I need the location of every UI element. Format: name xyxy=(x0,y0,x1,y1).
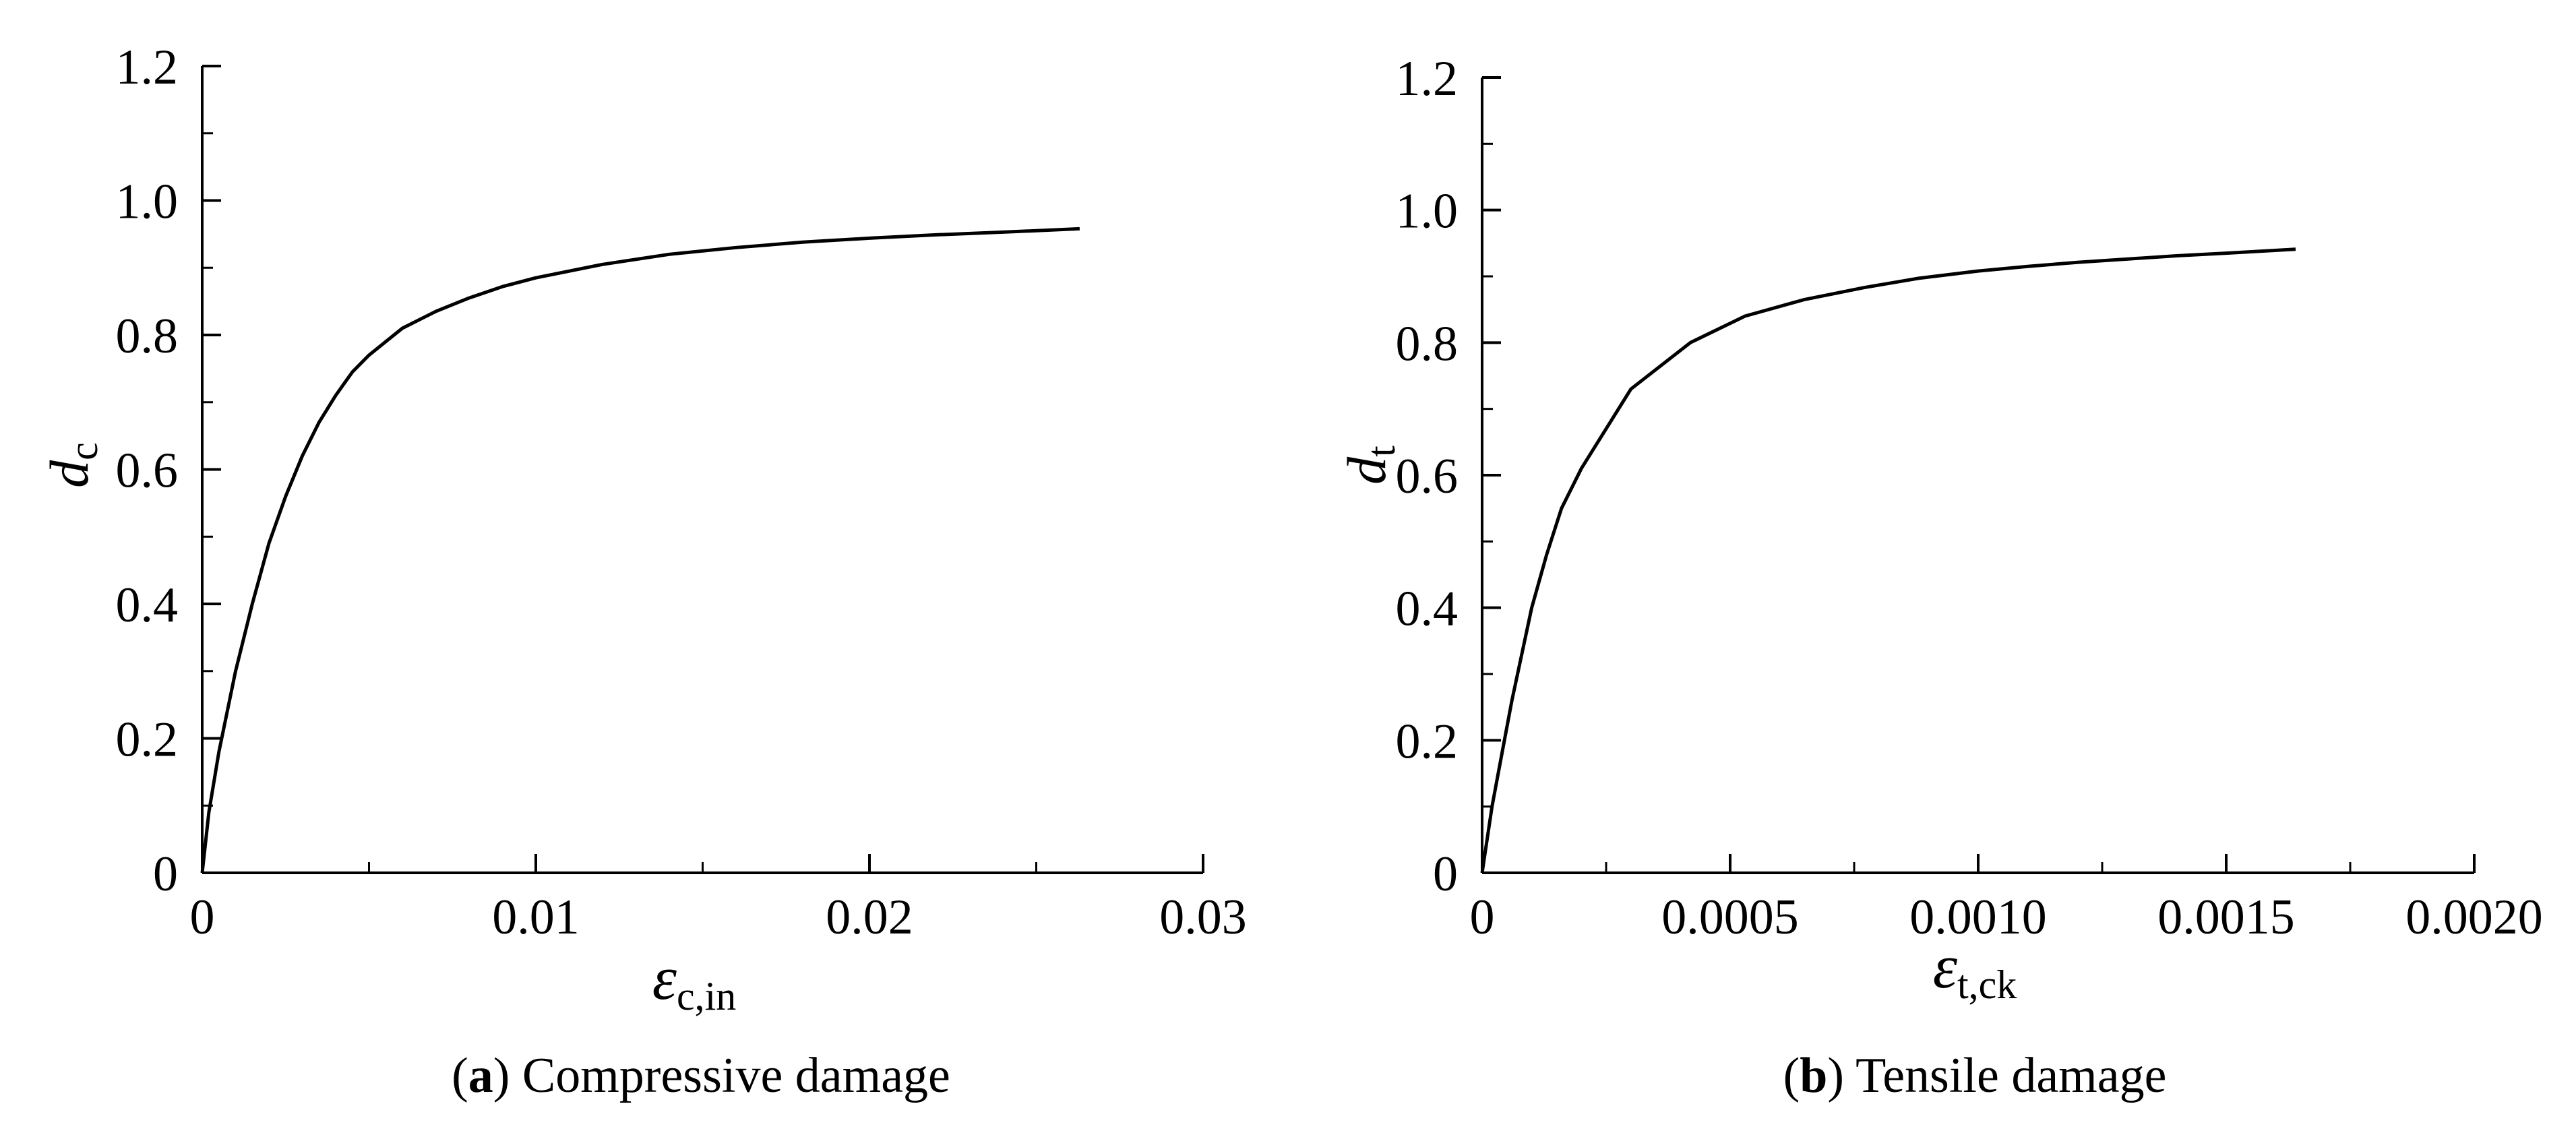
x-tick-label: 0.0015 xyxy=(2157,890,2295,945)
y-tick-label: 1.0 xyxy=(1396,184,1459,239)
y-tick-label: 0.2 xyxy=(1396,714,1459,769)
y-tick-label: 1.2 xyxy=(1396,51,1459,106)
y-tick-label: 0.6 xyxy=(1396,449,1459,504)
x-tick-label: 0.02 xyxy=(826,890,913,945)
panel-caption: (b) Tensile damage xyxy=(1783,1048,2167,1103)
y-tick-label: 0 xyxy=(1433,847,1458,902)
chart-panel-a: 0 0.2 0.4 0.6 0.8 1.0 1.2 0 0.01 0.02 0.03 dc εc,in (… xyxy=(38,40,1247,1103)
y-tick-label: 0.4 xyxy=(1396,582,1459,637)
x-tick-label: 0.0020 xyxy=(2405,890,2543,945)
series-line xyxy=(200,226,1080,874)
x-axis-label: εt,ck xyxy=(1933,932,2017,1007)
y-tick-label: 0 xyxy=(153,847,178,902)
y-tick-label: 0.8 xyxy=(1396,316,1459,371)
x-tick-label: 0.03 xyxy=(1159,890,1247,945)
y-axis-label: dt xyxy=(1336,446,1403,485)
y-tick-label: 0.2 xyxy=(116,712,179,768)
y-tick-label: 0.8 xyxy=(116,309,179,364)
panel-caption: (a) Compressive damage xyxy=(452,1048,950,1103)
y-tick-label: 0.4 xyxy=(116,578,179,633)
x-tick-label: 0 xyxy=(1470,890,1495,945)
series-line xyxy=(1480,247,2296,874)
x-axis-label: εc,in xyxy=(652,944,737,1018)
x-tick-label: 0.0010 xyxy=(1909,890,2047,945)
x-tick-label: 0.0005 xyxy=(1661,890,1799,945)
x-tick-label: 0 xyxy=(190,890,215,945)
x-tick-label: 0.01 xyxy=(492,890,580,945)
y-tick-label: 1.0 xyxy=(116,175,179,230)
y-tick-label: 0.6 xyxy=(116,443,179,499)
y-tick-label: 1.2 xyxy=(116,40,179,95)
chart-panel-b: 0 0.2 0.4 0.6 0.8 1.0 1.2 0 0.0005 0.0010 0.0015 0.… xyxy=(1336,51,2543,1103)
y-axis-label: dc xyxy=(38,442,106,488)
